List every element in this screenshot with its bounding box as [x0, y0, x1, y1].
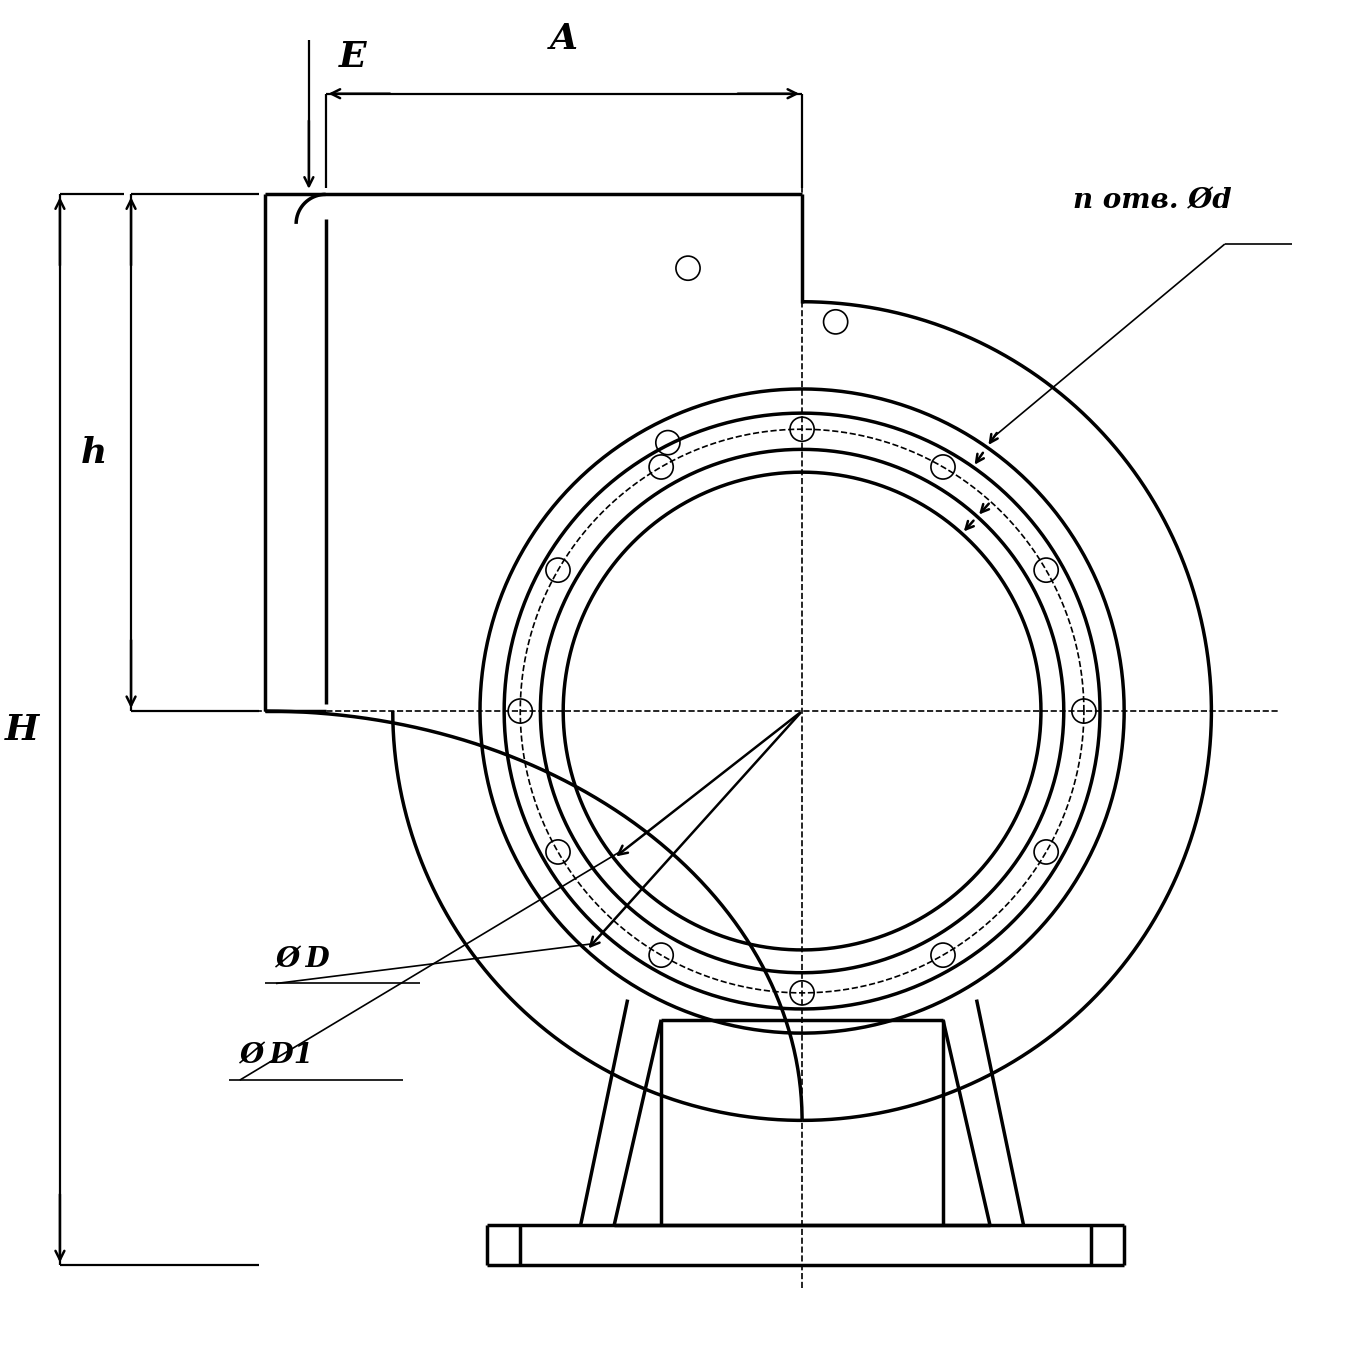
Text: Ø D: Ø D	[276, 946, 330, 973]
Text: A: A	[550, 22, 578, 56]
Text: Ø D1: Ø D1	[240, 1042, 313, 1069]
Text: h: h	[81, 436, 106, 470]
Text: E: E	[338, 41, 366, 75]
Text: n отв. Ød: n отв. Ød	[1074, 187, 1231, 214]
Text: H: H	[5, 713, 39, 747]
